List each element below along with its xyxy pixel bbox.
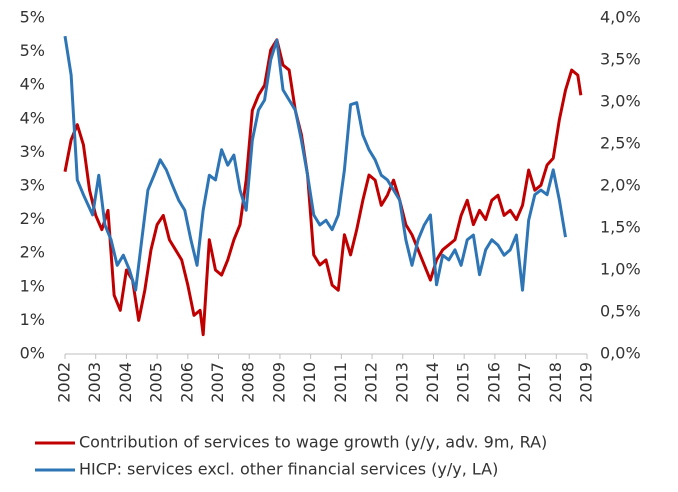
y2-tick-label: 0,5% — [600, 302, 641, 321]
y-tick-label: 1% — [20, 276, 45, 295]
x-tick-label: 2005 — [147, 362, 166, 403]
y2-tick-label: 0,0% — [600, 344, 641, 363]
y2-tick-label: 2,5% — [600, 134, 641, 153]
x-tick-label: 2019 — [577, 362, 596, 403]
x-tick-label: 2007 — [208, 362, 227, 403]
y2-tick-label: 4,0% — [600, 8, 641, 27]
series-line — [63, 38, 583, 337]
y2-tick-label: 1,5% — [600, 218, 641, 237]
series-line — [63, 35, 567, 292]
y-tick-label: 2% — [20, 243, 45, 262]
x-tick-label: 2009 — [269, 362, 288, 403]
x-tick-label: 2015 — [454, 362, 473, 403]
x-tick-label: 2011 — [331, 362, 350, 403]
y-tick-label: 1% — [20, 310, 45, 329]
y-tick-label: 0% — [20, 344, 45, 363]
x-tick-label: 2014 — [423, 362, 442, 403]
y2-tick-label: 1,0% — [600, 260, 641, 279]
y-tick-label: 4% — [20, 108, 45, 127]
y-tick-label: 5% — [20, 41, 45, 60]
x-tick-label: 2010 — [300, 362, 319, 403]
x-tick-label: 2013 — [392, 362, 411, 403]
y2-tick-label: 3,5% — [600, 50, 641, 69]
legend-label: HICP: services excl. other financial ser… — [79, 460, 498, 479]
y-tick-label: 4% — [20, 75, 45, 94]
y-tick-label: 5% — [20, 8, 45, 27]
x-tick-label: 2017 — [515, 362, 534, 403]
x-tick-label: 2016 — [484, 362, 503, 403]
x-tick-label: 2004 — [116, 362, 135, 403]
x-tick-label: 2003 — [85, 362, 104, 403]
x-tick-label: 2006 — [177, 362, 196, 403]
x-tick-label: 2002 — [55, 362, 74, 403]
x-tick-label: 2018 — [546, 362, 565, 403]
x-tick-label: 2008 — [239, 362, 258, 403]
y2-tick-label: 3,0% — [600, 92, 641, 111]
y-tick-label: 3% — [20, 142, 45, 161]
y-tick-label: 2% — [20, 209, 45, 228]
y2-tick-label: 2,0% — [600, 176, 641, 195]
y-tick-label: 3% — [20, 176, 45, 195]
legend-label: Contribution of services to wage growth … — [79, 433, 547, 452]
x-tick-label: 2012 — [362, 362, 381, 403]
